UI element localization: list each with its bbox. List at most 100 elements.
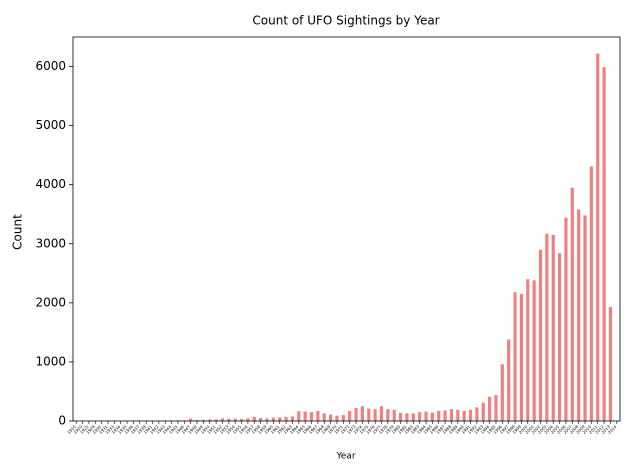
x-tick-label: 1952 <box>212 424 223 435</box>
plot-frame <box>72 36 621 422</box>
x-tick-label: 2013 <box>600 424 611 435</box>
x-tick-label: 1994 <box>480 424 491 435</box>
bar-1984 <box>424 411 428 421</box>
bar-1971 <box>341 415 345 421</box>
bar-2002 <box>538 249 543 421</box>
x-tick-label: 1974 <box>352 424 363 435</box>
bar-1954 <box>233 418 237 421</box>
y-tick-label: 2000 <box>35 295 66 309</box>
bar-1961 <box>278 417 282 421</box>
x-tick-label: 1910 <box>66 424 77 435</box>
x-tick-label: 1951 <box>206 424 217 435</box>
x-tick-label: 2000 <box>518 424 529 435</box>
x-tick-label: 1996 <box>492 424 503 435</box>
y-tick-label: 4000 <box>35 177 66 191</box>
x-tick-label: 1970 <box>327 424 338 435</box>
bar-2005 <box>557 253 562 421</box>
bar-2001 <box>532 280 536 421</box>
bar-1981 <box>405 413 409 421</box>
bar-1970 <box>335 415 339 421</box>
bar-1976 <box>373 409 377 421</box>
bar-1983 <box>418 412 422 421</box>
x-tick-label: 1929 <box>85 424 96 435</box>
x-tick-label: 1997 <box>499 424 510 435</box>
bar-1965 <box>303 411 307 421</box>
x-tick-label: 1950 <box>200 424 211 435</box>
x-tick-label: 2005 <box>550 424 561 435</box>
x-tick-label: 1983 <box>410 424 421 435</box>
x-tick-label: 1941 <box>142 424 153 435</box>
bar-1947 <box>189 418 193 421</box>
bar-1952 <box>220 418 225 421</box>
bar-1951 <box>214 419 218 421</box>
bar-1977 <box>379 406 384 421</box>
x-tick-label: 2008 <box>569 424 580 435</box>
x-tick-label: 1967 <box>308 424 319 435</box>
bar-1950 <box>208 419 212 421</box>
x-tick-label: 1992 <box>467 424 478 435</box>
bar-2011 <box>596 53 600 422</box>
x-tick-label: 1958 <box>251 424 262 435</box>
x-tick-label: 1946 <box>174 424 185 435</box>
bar-1960 <box>271 417 275 421</box>
x-tick-label: 1979 <box>384 424 395 435</box>
x-tick-label: 1954 <box>225 424 236 435</box>
y-tick-label: 3000 <box>35 236 66 250</box>
x-tick-label: 1981 <box>397 424 408 435</box>
x-tick-label: 1959 <box>257 424 268 435</box>
bar-1998 <box>513 292 517 421</box>
bar-1985 <box>430 412 434 421</box>
x-tick-label: 1971 <box>333 424 344 435</box>
bar-1979 <box>392 409 396 421</box>
x-tick-label: 1990 <box>454 424 465 435</box>
bar-2013 <box>608 306 613 421</box>
x-tick-label: 1977 <box>371 424 382 435</box>
bar-1991 <box>468 409 473 421</box>
bar-2008 <box>577 209 581 421</box>
bars-group <box>74 53 613 422</box>
x-tick-label: 1948 <box>187 424 198 435</box>
x-tick-label: 1986 <box>429 424 440 435</box>
bar-2003 <box>545 233 549 421</box>
x-tick-label: 2014 <box>607 424 618 435</box>
bar-1969 <box>329 414 333 421</box>
x-tick-label: 1934 <box>111 424 122 435</box>
x-tick-label: 1957 <box>244 424 255 435</box>
x-tick-label: 2001 <box>524 424 535 435</box>
bar-1956 <box>246 418 250 421</box>
x-tick-label: 1978 <box>378 424 389 435</box>
y-tick-label: 0 <box>58 414 66 428</box>
y-tick-label: 1000 <box>35 354 66 368</box>
bar-1966 <box>309 412 314 421</box>
bar-2012 <box>602 67 606 421</box>
x-tick-label: 1955 <box>232 424 243 435</box>
bar-1964 <box>297 411 301 421</box>
x-tick-label: 1973 <box>346 424 357 435</box>
x-tick-label: 1933 <box>104 424 115 435</box>
x-tick-label: 2007 <box>562 424 573 435</box>
bar-1992 <box>475 407 479 421</box>
bar-1962 <box>284 416 288 421</box>
bar-1996 <box>500 364 504 421</box>
bar-1968 <box>322 413 326 421</box>
x-tick-label: 1965 <box>295 424 306 435</box>
x-tick-label: 1984 <box>416 424 427 435</box>
x-tick-label: 1931 <box>98 424 109 435</box>
bar-1997 <box>507 339 511 421</box>
bar-2010 <box>589 166 593 421</box>
x-tick-label: 1998 <box>505 424 516 435</box>
bar-1994 <box>488 396 492 421</box>
x-tick-label: 1937 <box>130 424 141 435</box>
x-tick-label: 1964 <box>289 424 300 435</box>
x-tick-label: 1988 <box>441 424 452 435</box>
bar-1989 <box>456 409 460 421</box>
x-tick-label: 1987 <box>435 424 446 435</box>
bar-1972 <box>348 410 352 421</box>
x-tick-label: 1956 <box>238 424 249 435</box>
x-tick-label: 1963 <box>282 424 293 435</box>
x-tick-label: 1953 <box>219 424 230 435</box>
bar-1953 <box>227 418 231 421</box>
bar-1978 <box>386 409 390 421</box>
x-tick-label: 2010 <box>581 424 592 435</box>
